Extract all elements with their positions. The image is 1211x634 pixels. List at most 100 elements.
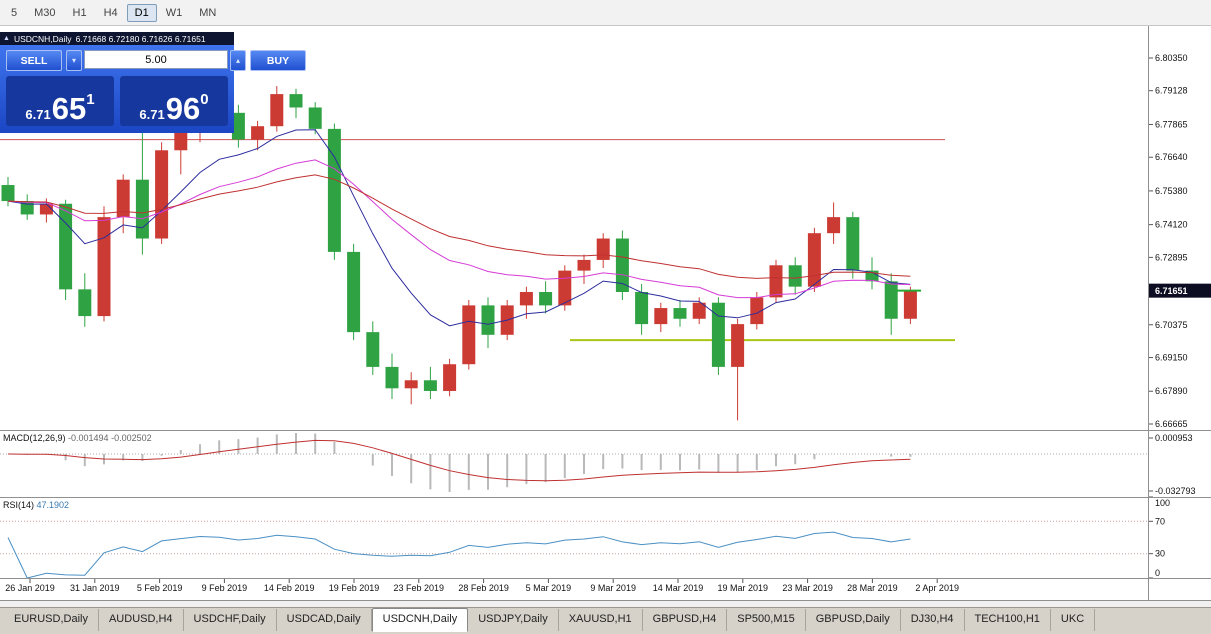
svg-text:9 Feb 2019: 9 Feb 2019 (202, 583, 248, 593)
svg-text:-0.032793: -0.032793 (1155, 486, 1196, 496)
ma-line-20 (7, 159, 911, 299)
price-axis[interactable]: 6.80350 6.79128 6.77865 6.76640 6.75380 6.741… (1148, 53, 1211, 429)
chart-tabs-bar: EURUSD,Daily AUDUSD,H4 USDCHF,Daily USDCAD,… (0, 607, 1211, 634)
volume-decrease-button[interactable]: ▾ (66, 50, 82, 71)
sell-price-pip-digit: 1 (86, 91, 95, 108)
candle (903, 290, 917, 319)
sell-button[interactable]: SELL (6, 50, 62, 71)
svg-text:28 Mar 2019: 28 Mar 2019 (847, 583, 898, 593)
svg-text:0.000953: 0.000953 (1155, 433, 1193, 443)
svg-text:6.69150: 6.69150 (1155, 353, 1188, 363)
candle (577, 259, 591, 271)
svg-text:6.74120: 6.74120 (1155, 220, 1188, 230)
timeframe-button-mn[interactable]: MN (199, 6, 217, 19)
candle (270, 94, 284, 127)
chart-tab-usdjpy-daily[interactable]: USDJPY,Daily (468, 609, 559, 631)
chart-tab-sp500-m15[interactable]: SP500,M15 (727, 609, 806, 631)
svg-text:30: 30 (1155, 549, 1165, 559)
svg-text:14 Mar 2019: 14 Mar 2019 (653, 583, 704, 593)
candle (78, 289, 92, 317)
chart-tab-ukc[interactable]: UKC (1051, 609, 1096, 631)
svg-text:19 Feb 2019: 19 Feb 2019 (329, 583, 380, 593)
chart-title-bar[interactable]: ▲ USDCNH,Daily 6.71668 6.72180 6.71626 6… (0, 32, 234, 45)
svg-text:31 Jan 2019: 31 Jan 2019 (70, 583, 120, 593)
svg-text:9 Mar 2019: 9 Mar 2019 (590, 583, 636, 593)
svg-text:19 Mar 2019: 19 Mar 2019 (718, 583, 769, 593)
timeframe-button-w1[interactable]: W1 (165, 6, 183, 19)
svg-text:5 Feb 2019: 5 Feb 2019 (137, 583, 183, 593)
candle (347, 251, 361, 333)
candle (404, 380, 418, 389)
candle (596, 238, 610, 260)
candle (481, 305, 495, 335)
main-price-pane (0, 74, 955, 421)
candle (731, 324, 745, 367)
timeframe-button-m30[interactable]: M30 (34, 6, 56, 19)
candle (827, 217, 841, 234)
svg-text:6.70375: 6.70375 (1155, 320, 1188, 330)
candle (385, 366, 399, 389)
svg-text:6.79128: 6.79128 (1155, 86, 1188, 96)
chart-tab-tech100-h1[interactable]: TECH100,H1 (965, 609, 1051, 631)
svg-text:23 Mar 2019: 23 Mar 2019 (782, 583, 833, 593)
svg-text:6.76640: 6.76640 (1155, 152, 1188, 162)
collapse-panel-icon[interactable]: ▲ (3, 35, 10, 42)
chart-tab-eurusd-daily[interactable]: EURUSD,Daily (4, 609, 99, 631)
rsi-label: RSI(14) 47.1902 (3, 500, 69, 510)
candle (289, 94, 303, 108)
volume-increase-button[interactable]: ▴ (230, 50, 246, 71)
buy-price-pip-digit: 0 (200, 91, 209, 108)
up-arrow-icon: ▴ (235, 55, 240, 65)
timeframe-button-d1[interactable]: D1 (126, 3, 157, 22)
chart-tab-gbpusd-h4[interactable]: GBPUSD,H4 (643, 609, 728, 631)
buy-button[interactable]: BUY (250, 50, 306, 71)
candle (807, 233, 821, 287)
timeframe-toolbar: 5 M30 H1 H4 D1 W1 MN (0, 0, 1211, 26)
candle (884, 281, 898, 319)
buy-price-prefix: 6.71 (139, 106, 165, 122)
svg-text:6.75380: 6.75380 (1155, 186, 1188, 196)
svg-text:5 Mar 2019: 5 Mar 2019 (526, 583, 572, 593)
chart-tab-usdcnh-daily[interactable]: USDCNH,Daily (371, 608, 469, 632)
buy-price-display[interactable]: 6.71 96 0 (120, 76, 228, 126)
svg-text:6.80350: 6.80350 (1155, 53, 1188, 63)
svg-text:28 Feb 2019: 28 Feb 2019 (458, 583, 509, 593)
timeframe-button-h4[interactable]: H4 (103, 6, 118, 19)
candle (327, 128, 341, 252)
volume-control: ▾ ▴ (66, 50, 246, 71)
chart-tab-xauusd-h1[interactable]: XAUUSD,H1 (559, 609, 643, 631)
svg-text:23 Feb 2019: 23 Feb 2019 (394, 583, 445, 593)
candle (846, 217, 860, 271)
down-arrow-icon: ▾ (71, 55, 76, 65)
timeframe-button-5[interactable]: 5 (11, 6, 18, 19)
timeframe-button-h1[interactable]: H1 (72, 6, 87, 19)
chart-tab-audusd-h4[interactable]: AUDUSD,H4 (99, 609, 184, 631)
candle (231, 112, 245, 140)
candle (635, 292, 649, 325)
chart-tab-gbpusd-daily[interactable]: GBPUSD,Daily (806, 609, 901, 631)
svg-text:26 Jan 2019: 26 Jan 2019 (5, 583, 55, 593)
candle (366, 332, 380, 367)
candle (1, 185, 15, 202)
svg-text:70: 70 (1155, 516, 1165, 526)
sell-price-display[interactable]: 6.71 65 1 (6, 76, 114, 126)
candle (865, 270, 879, 282)
trade-panel-body: SELL ▾ ▴ BUY 6.71 65 1 6.71 96 0 (0, 45, 306, 133)
sell-price-prefix: 6.71 (25, 106, 51, 122)
one-click-trading-panel: ▲ USDCNH,Daily 6.71668 6.72180 6.71626 6… (0, 32, 306, 133)
candle (251, 126, 265, 140)
chart-tab-dj30-h4[interactable]: DJ30,H4 (901, 609, 965, 631)
candle (116, 179, 130, 218)
candle (558, 270, 572, 306)
rsi-line (7, 531, 911, 579)
svg-text:0: 0 (1155, 568, 1160, 578)
chart-tab-usdchf-daily[interactable]: USDCHF,Daily (184, 609, 277, 631)
svg-text:2 Apr 2019: 2 Apr 2019 (915, 583, 959, 593)
macd-signal-line (7, 439, 911, 482)
candle (135, 179, 149, 239)
volume-input[interactable] (84, 50, 228, 69)
candle (443, 364, 457, 391)
time-axis[interactable]: 26 Jan 2019 31 Jan 2019 5 Feb 2019 9 Feb 20… (5, 578, 959, 593)
candle (615, 238, 629, 293)
chart-tab-usdcad-daily[interactable]: USDCAD,Daily (277, 609, 372, 631)
